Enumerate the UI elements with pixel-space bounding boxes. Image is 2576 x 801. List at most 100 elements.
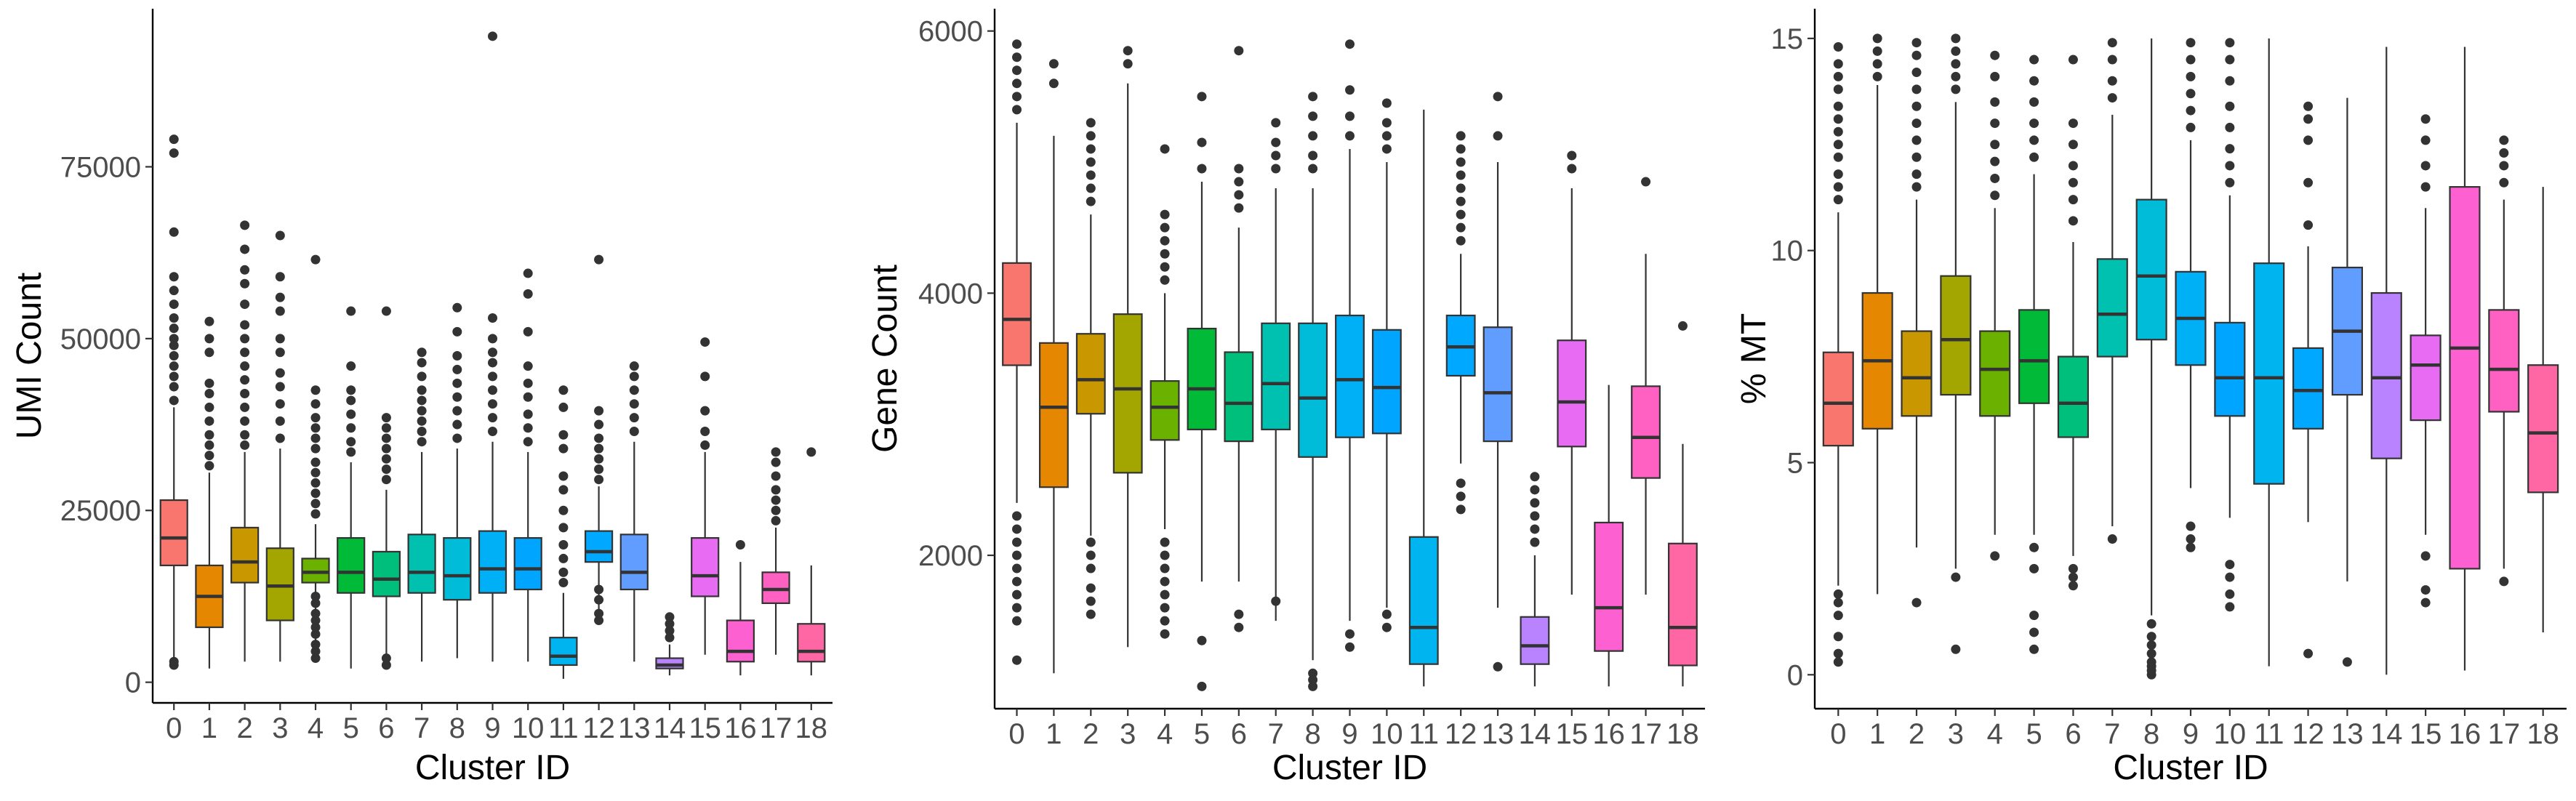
outlier-point — [594, 454, 604, 464]
outlier-point — [1381, 131, 1392, 141]
outlier-point — [1677, 321, 1688, 331]
outlier-point — [771, 495, 781, 505]
outlier-point — [594, 595, 604, 605]
outlier-point — [275, 306, 285, 316]
box-iqr — [337, 536, 366, 594]
outlier-point — [310, 622, 321, 632]
x-tick-label: 9 — [484, 712, 500, 744]
outlier-point — [2107, 76, 2117, 86]
outlier-point — [204, 416, 214, 426]
box-cluster-5 — [2018, 55, 2050, 654]
box-cluster-2 — [1901, 38, 1933, 608]
outlier-point — [594, 254, 604, 265]
outlier-point — [1160, 589, 1170, 600]
y-tick-label: 10 — [1771, 236, 1804, 267]
outlier-point — [1833, 152, 1843, 162]
outlier-point — [594, 419, 604, 430]
box-cluster-5 — [1187, 92, 1217, 691]
box-cluster-5 — [337, 306, 366, 669]
box-cluster-1 — [195, 316, 224, 669]
outlier-point — [1951, 33, 1961, 44]
box-iqr — [1075, 333, 1106, 415]
outlier-point — [1234, 203, 1244, 213]
outlier-point — [381, 306, 391, 316]
outlier-point — [452, 302, 462, 313]
outlier-point — [381, 423, 391, 433]
box-cluster-4 — [301, 254, 330, 664]
outlier-point — [2303, 114, 2314, 124]
outlier-point — [1345, 39, 1355, 49]
outlier-point — [1271, 596, 1281, 606]
outlier-point — [1234, 609, 1244, 619]
box-cluster-6 — [2057, 55, 2090, 591]
x-tick-label: 0 — [1008, 718, 1024, 750]
outlier-point — [310, 616, 321, 626]
outlier-point — [1833, 611, 1843, 621]
outlier-point — [1086, 183, 1096, 193]
outlier-point — [1345, 629, 1355, 639]
x-tick-label: 14 — [654, 712, 686, 744]
outlier-point — [1911, 118, 1922, 129]
box-iqr — [372, 550, 401, 597]
outlier-point — [169, 361, 179, 371]
outlier-point — [1197, 92, 1207, 102]
outlier-point — [2068, 140, 2078, 150]
outlier-point — [735, 540, 745, 550]
outlier-point — [1530, 511, 1540, 521]
outlier-point — [771, 515, 781, 526]
box-cluster-17 — [761, 447, 790, 655]
box-cluster-4 — [1149, 144, 1180, 639]
box-cluster-3 — [265, 230, 294, 662]
box-iqr — [1261, 322, 1291, 430]
outlier-point — [1833, 59, 1843, 69]
x-tick-label: 15 — [689, 712, 721, 744]
outlier-point — [523, 409, 533, 419]
box-iqr — [1187, 327, 1217, 430]
outlier-point — [2146, 619, 2156, 629]
outlier-point — [1012, 537, 1022, 547]
outlier-point — [1271, 164, 1281, 174]
outlier-point — [2499, 161, 2509, 171]
outlier-point — [1493, 131, 1503, 141]
outlier-point — [1012, 576, 1022, 587]
outlier-point — [240, 440, 250, 450]
outlier-point — [629, 399, 639, 409]
outlier-point — [1951, 572, 1961, 582]
outlier-point — [381, 454, 391, 464]
box-cluster-15 — [691, 337, 720, 655]
outlier-point — [1567, 164, 1577, 174]
outlier-point — [2068, 216, 2078, 226]
box-cluster-7 — [2096, 38, 2128, 544]
outlier-point — [417, 358, 427, 368]
outlier-point — [629, 427, 639, 437]
outlier-point — [700, 427, 710, 437]
outlier-point — [1012, 39, 1022, 49]
outlier-point — [2186, 89, 2196, 99]
outlier-point — [2068, 55, 2078, 65]
x-tick-label: 2 — [236, 712, 252, 744]
box-cluster-11 — [549, 385, 578, 679]
box-cluster-10 — [1371, 98, 1402, 632]
outlier-point — [523, 378, 533, 388]
box-iqr — [159, 499, 188, 566]
outlier-point — [1086, 563, 1096, 573]
outlier-point — [2186, 542, 2196, 552]
outlier-point — [1160, 249, 1170, 259]
outlier-point — [558, 471, 569, 481]
x-tick-label: 17 — [760, 712, 793, 744]
box-iqr — [1482, 326, 1513, 443]
outlier-point — [275, 334, 285, 344]
outlier-point — [1911, 169, 1922, 180]
outlier-point — [310, 629, 321, 639]
outlier-point — [558, 578, 569, 588]
box-iqr — [443, 536, 472, 601]
box-iqr — [1594, 521, 1624, 652]
outlier-point — [1086, 144, 1096, 154]
outlier-point — [1990, 156, 2000, 166]
outlier-point — [1345, 642, 1355, 652]
outlier-point — [2186, 55, 2196, 65]
x-tick-label: 15 — [1556, 718, 1589, 750]
outlier-point — [1160, 537, 1170, 547]
outlier-point — [2186, 38, 2196, 48]
x-tick-label: 13 — [1482, 718, 1514, 750]
